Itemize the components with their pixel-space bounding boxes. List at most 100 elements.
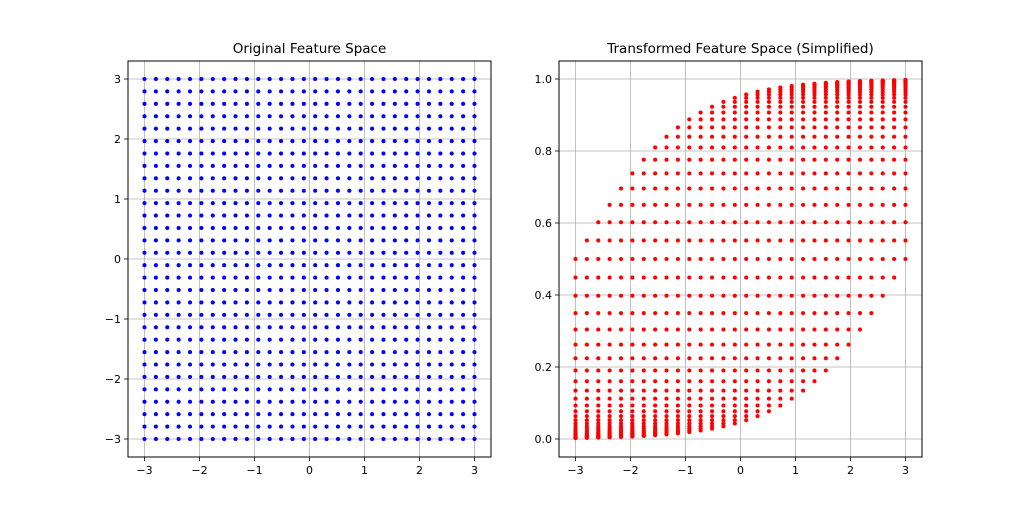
scatter-point (607, 238, 612, 243)
scatter-point (653, 379, 658, 384)
scatter-point (698, 388, 703, 393)
scatter-point (347, 436, 352, 442)
scatter-point (709, 311, 715, 316)
scatter-point (664, 157, 669, 162)
scatter-point (210, 89, 215, 94)
scatter-point (766, 202, 772, 207)
scatter-point (165, 287, 170, 293)
scatter-point (404, 263, 409, 268)
scatter-point (256, 176, 261, 181)
scatter-point (766, 186, 772, 191)
scatter-point (812, 186, 817, 191)
scatter-point (698, 145, 703, 150)
scatter-point (880, 256, 885, 262)
scatter-point (244, 424, 250, 429)
scatter-point (698, 275, 703, 280)
scatter-point (153, 225, 158, 231)
scatter-point (153, 387, 158, 392)
scatter-point (653, 368, 658, 373)
scatter-point (301, 275, 306, 280)
scatter-point (404, 387, 409, 392)
scatter-point (835, 238, 840, 243)
scatter-point (187, 201, 193, 206)
scatter-point (744, 110, 749, 115)
scatter-point (438, 436, 443, 442)
scatter-point (381, 138, 386, 144)
scatter-point (199, 250, 204, 255)
scatter-point (778, 368, 783, 373)
scatter-point (766, 403, 772, 408)
scatter-point (461, 424, 466, 429)
scatter-point (404, 250, 409, 255)
y-tick-label: 0 (114, 253, 121, 266)
scatter-point (153, 424, 158, 429)
scatter-point (709, 327, 715, 332)
scatter-point (313, 89, 318, 94)
scatter-point (630, 356, 635, 361)
scatter-point (573, 256, 578, 262)
scatter-point (381, 89, 386, 94)
scatter-point (823, 220, 828, 225)
scatter-point (461, 89, 466, 94)
scatter-point (290, 387, 295, 392)
scatter-point (869, 134, 874, 139)
scatter-point (347, 325, 352, 330)
scatter-point (812, 379, 817, 384)
scatter-point (301, 176, 306, 181)
scatter-point (823, 104, 828, 109)
scatter-point (278, 250, 284, 255)
scatter-point (381, 151, 386, 156)
scatter-point (347, 312, 352, 317)
scatter-point (358, 424, 363, 429)
scatter-point (438, 250, 443, 255)
scatter-point (153, 399, 158, 404)
scatter-point (664, 238, 669, 243)
scatter-point (199, 350, 204, 355)
scatter-point (744, 275, 749, 280)
scatter-point (267, 287, 272, 293)
scatter-point (176, 238, 181, 243)
scatter-point (766, 104, 772, 109)
scatter-point (324, 238, 329, 243)
scatter-point (176, 275, 181, 280)
scatter-point (461, 188, 466, 193)
scatter-point (641, 238, 646, 243)
scatter-point (244, 188, 250, 193)
scatter-point (290, 250, 295, 255)
scatter-point (335, 325, 341, 330)
scatter-point (222, 275, 227, 280)
scatter-point (892, 256, 897, 262)
scatter-point (449, 176, 454, 181)
scatter-point (142, 238, 147, 243)
scatter-point (461, 225, 466, 231)
scatter-point (732, 145, 737, 150)
scatter-point (415, 250, 420, 255)
scatter-point (721, 110, 726, 115)
scatter-point (335, 250, 341, 255)
scatter-point (165, 374, 170, 380)
scatter-point (244, 399, 250, 404)
scatter-point (903, 125, 908, 130)
scatter-point (142, 176, 147, 181)
scatter-point (415, 263, 420, 268)
scatter-point (618, 327, 624, 332)
scatter-point (392, 163, 397, 168)
scatter-point (472, 151, 477, 156)
scatter-point (755, 409, 760, 414)
scatter-point (653, 171, 658, 176)
scatter-point (687, 368, 692, 373)
y-tick-label: 0.6 (535, 217, 553, 230)
scatter-point (607, 403, 612, 408)
scatter-point (630, 171, 635, 176)
scatter-point (778, 202, 783, 207)
scatter-point (404, 76, 409, 82)
scatter-point (381, 114, 386, 119)
scatter-point (222, 138, 227, 144)
scatter-point (472, 250, 477, 255)
scatter-point (415, 412, 420, 417)
scatter-point (766, 388, 772, 393)
scatter-point (176, 250, 181, 255)
scatter-point (835, 171, 840, 176)
scatter-point (698, 327, 703, 332)
scatter-point (641, 275, 646, 280)
